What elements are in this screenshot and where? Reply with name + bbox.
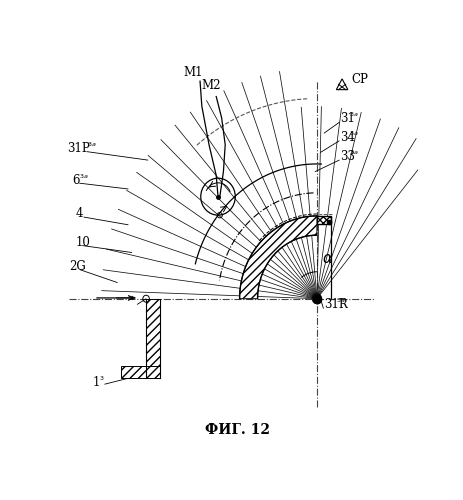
Text: $^{3a}$: $^{3a}$ <box>349 149 358 158</box>
Text: $^{3a}$: $^{3a}$ <box>349 112 358 120</box>
Text: $^{3}$: $^{3}$ <box>99 376 104 384</box>
Text: $^{3a}$: $^{3a}$ <box>349 130 358 139</box>
Text: 31R: 31R <box>324 298 347 312</box>
Polygon shape <box>146 298 160 378</box>
Polygon shape <box>239 216 316 298</box>
Text: $^{3a}$: $^{3a}$ <box>335 298 345 306</box>
Text: CP: CP <box>350 73 367 86</box>
Text: $\alpha$: $\alpha$ <box>322 252 333 266</box>
Text: 1: 1 <box>92 376 100 390</box>
Text: 6: 6 <box>72 174 80 187</box>
Text: $^{3a}$: $^{3a}$ <box>79 173 88 182</box>
Text: 34: 34 <box>339 131 355 144</box>
Text: 10: 10 <box>75 236 90 248</box>
Text: ФИГ. 12: ФИГ. 12 <box>205 422 270 436</box>
Text: M1: M1 <box>183 66 202 79</box>
Text: 31P: 31P <box>67 142 89 156</box>
Text: $^{3a}$: $^{3a}$ <box>88 142 97 150</box>
Polygon shape <box>316 216 331 224</box>
Text: 2G: 2G <box>69 260 86 273</box>
Text: 33: 33 <box>339 150 355 163</box>
Text: 4: 4 <box>76 207 83 220</box>
Text: M2: M2 <box>200 79 220 92</box>
Text: 31: 31 <box>339 112 354 126</box>
Polygon shape <box>121 366 160 378</box>
